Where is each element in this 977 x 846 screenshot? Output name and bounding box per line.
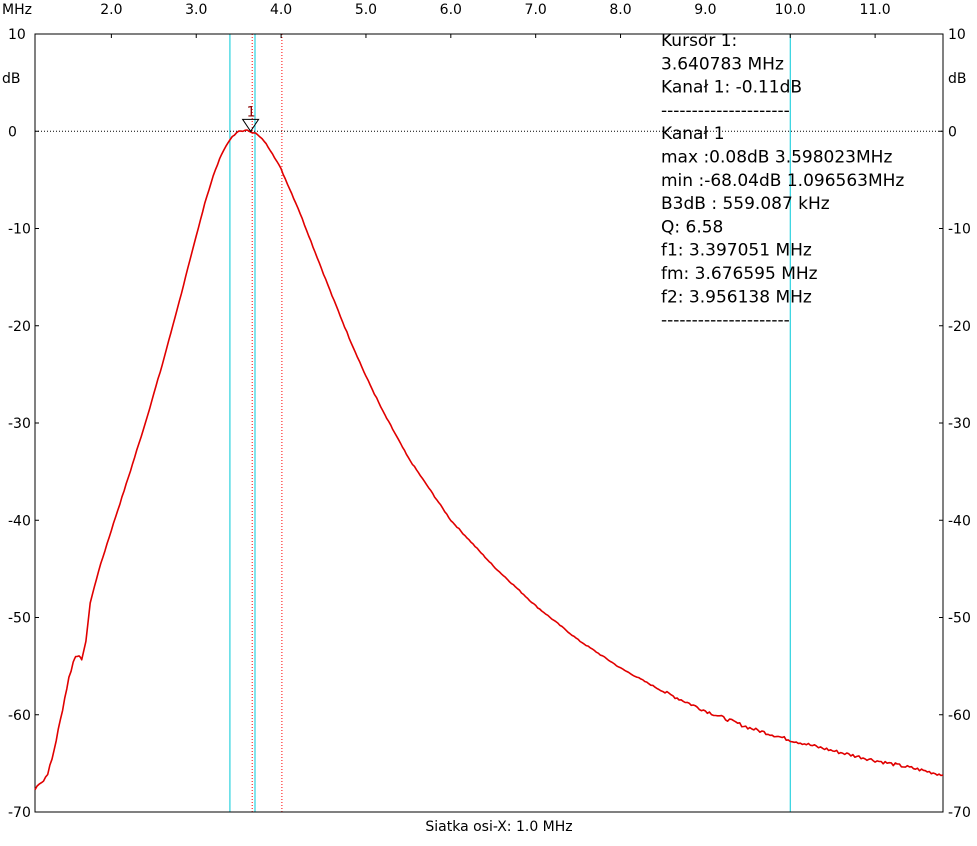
x-tick-label-8: 9.0: [694, 2, 716, 18]
marker-label: 1: [247, 104, 256, 120]
marker-triangle: [241, 118, 260, 133]
info-line-9: Q: 6.58: [661, 217, 723, 237]
x-axis-ticks: 2.0 3.0 4.0 5.0 6.0 7.0 8.0 9.0 10.0 11.0: [100, 2, 891, 38]
cursor-lines: [229, 34, 791, 812]
y-tick-label-left-9: -70: [8, 805, 31, 821]
y-tick-label-left-8: -60: [8, 708, 31, 724]
x-tick-label-3: 4.0: [270, 2, 292, 18]
y-axis-unit-right: dB: [948, 71, 967, 87]
y-tick-label-right-7: -50: [948, 611, 971, 627]
x-tick-label-7: 8.0: [609, 2, 631, 18]
y-tick-label-right-6: -40: [948, 513, 971, 529]
y-tick-label-right-3: -10: [948, 222, 971, 238]
x-tick-label-10: 11.0: [860, 2, 891, 18]
x-tick-label-6: 7.0: [525, 2, 547, 18]
y-tick-label-right-8: -60: [948, 708, 971, 724]
y-tick-label-right-9: -70: [948, 805, 971, 821]
info-line-13: ---------------------: [661, 311, 790, 331]
response-trace: [34, 129, 944, 791]
y-tick-label-left-2: 0: [8, 124, 17, 140]
info-line-6: max :0.08dB 3.598023MHz: [661, 148, 892, 168]
y-tick-label-right-2: 0: [948, 124, 957, 140]
info-line-10: f1: 3.397051 MHz: [661, 241, 812, 261]
cursor-marker: 1: [241, 104, 260, 133]
y-axis-ticks: 10 10 0 0 -10 -10 -20 -20 -30 -30 -40 -40 -50 -50 -60 -…: [8, 27, 971, 821]
y-tick-label-left-1: 10: [8, 27, 26, 43]
x-tick-label-2: 3.0: [185, 2, 207, 18]
y-tick-label-left-3: -10: [8, 222, 31, 238]
y-tick-label-left-4: -20: [8, 319, 31, 335]
info-line-12: f2: 3.956138 MHz: [661, 287, 812, 307]
measurement-info: Kursor 1: 3.640783 MHz Kanał 1: -0.11dB ---…: [661, 31, 904, 331]
x-tick-label-4: 5.0: [355, 2, 377, 18]
info-line-2: 3.640783 MHz: [661, 54, 784, 74]
y-tick-label-right-4: -20: [948, 319, 971, 335]
info-line-4: ---------------------: [661, 101, 790, 121]
y-tick-label-left-5: -30: [8, 416, 31, 432]
x-axis-unit: MHz: [2, 2, 32, 18]
y-axis-unit-left: dB: [2, 71, 21, 87]
x-tick-label-9: 10.0: [775, 2, 806, 18]
y-tick-label-right-1: 10: [948, 27, 966, 43]
y-tick-label-left-6: -40: [8, 513, 31, 529]
x-axis-caption: Siatka osi-X: 1.0 MHz: [425, 819, 572, 835]
info-line-3: Kanał 1: -0.11dB: [661, 78, 802, 98]
info-line-8: B3dB : 559.087 kHz: [661, 194, 830, 214]
x-tick-label-1: 2.0: [100, 2, 122, 18]
y-tick-label-left-7: -50: [8, 611, 31, 627]
y-tick-label-right-5: -30: [948, 416, 971, 432]
info-line-11: fm: 3.676595 MHz: [661, 264, 818, 284]
info-line-1: Kursor 1:: [661, 31, 737, 51]
x-tick-label-5: 6.0: [440, 2, 462, 18]
info-line-7: min :-68.04dB 1.096563MHz: [661, 171, 904, 191]
info-line-5: Kanał 1: [661, 124, 725, 144]
